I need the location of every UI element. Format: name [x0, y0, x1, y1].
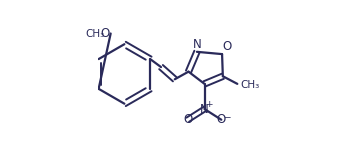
Text: O: O [223, 40, 232, 53]
Text: N: N [200, 103, 209, 116]
Text: CH₃: CH₃ [85, 28, 104, 38]
Text: O: O [101, 27, 110, 40]
Text: CH₃: CH₃ [240, 80, 260, 90]
Text: −: − [223, 112, 231, 121]
Text: +: + [205, 100, 212, 109]
Text: O: O [183, 113, 192, 126]
Text: O: O [217, 113, 226, 126]
Text: N: N [192, 38, 201, 51]
